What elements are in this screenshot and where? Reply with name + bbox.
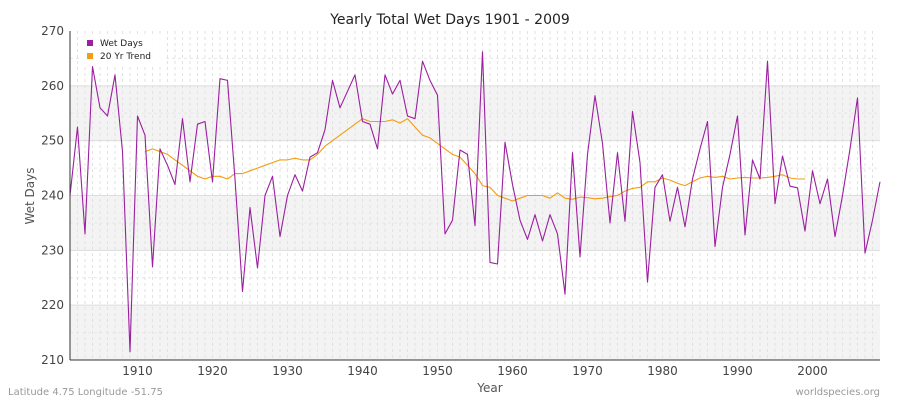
- y-tick-label: 220: [41, 298, 64, 312]
- x-tick-label: 1940: [347, 364, 378, 378]
- legend-swatch-wet-days: [87, 40, 93, 46]
- legend-box: [80, 35, 166, 65]
- legend-label-trend: 20 Yr Trend: [100, 52, 151, 62]
- y-tick-label: 210: [41, 353, 64, 367]
- x-tick-label: 1950: [422, 364, 453, 378]
- axes: [69, 31, 880, 361]
- trend-line: [144, 118, 805, 202]
- x-tick-label: 1910: [122, 364, 153, 378]
- footer-location: Latitude 4.75 Longitude -51.75: [8, 387, 163, 398]
- trend-series: [144, 118, 805, 202]
- footer-source: worldspecies.org: [796, 387, 880, 398]
- x-tick-label: 1970: [572, 364, 603, 378]
- x-tick-label: 1930: [272, 364, 303, 378]
- x-tick-label: 1920: [197, 364, 228, 378]
- tick-labels: 210 220 230 240 250 260 270 1910 1920 1930 1940 195…: [41, 24, 828, 378]
- y-axis-label: Wet Days: [23, 167, 37, 224]
- legend-label-wet-days: Wet Days: [100, 39, 143, 49]
- y-tick-label: 260: [41, 79, 64, 93]
- x-tick-label: 2000: [797, 364, 828, 378]
- y-tick-label: 250: [41, 134, 64, 148]
- x-axis-label: Year: [476, 381, 502, 395]
- y-tick-label: 230: [41, 243, 64, 257]
- legend: Wet Days 20 Yr Trend: [80, 35, 166, 65]
- legend-swatch-trend: [87, 53, 93, 59]
- wet-days-series: [69, 51, 881, 353]
- x-tick-label: 1960: [497, 364, 528, 378]
- y-tick-label: 270: [41, 24, 64, 38]
- y-tick-label: 240: [41, 189, 64, 203]
- x-tick-label: 1990: [722, 364, 753, 378]
- x-tick-label: 1980: [647, 364, 678, 378]
- chart-title: Yearly Total Wet Days 1901 - 2009: [329, 12, 570, 28]
- wet-days-line: [69, 51, 881, 353]
